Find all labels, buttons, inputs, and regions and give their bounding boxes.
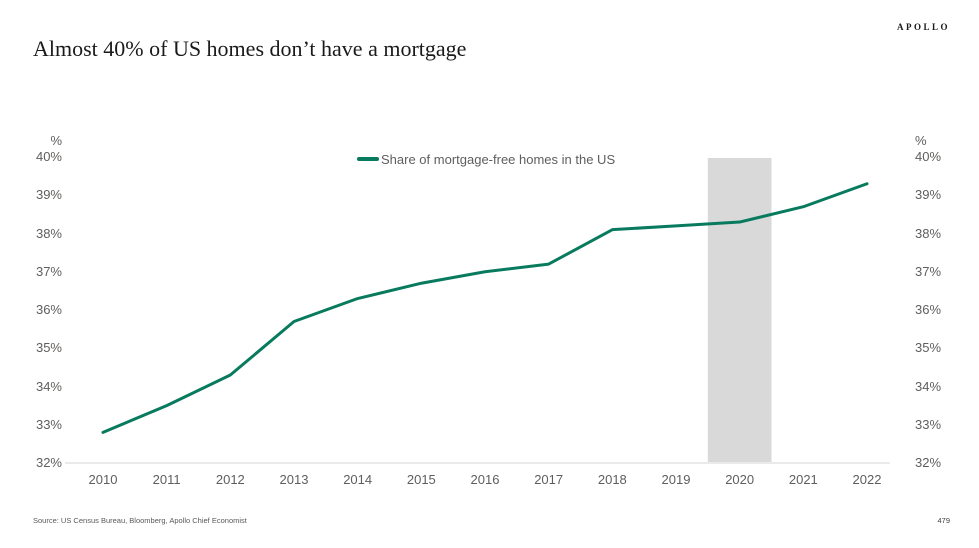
x-axis-tick-label: 2012 — [215, 472, 245, 487]
y-axis-tick-label: 40% — [35, 149, 62, 164]
page-number: 479 — [937, 516, 950, 525]
x-axis-tick-label: 2010 — [88, 472, 118, 487]
y-axis-tick-label: 32% — [35, 455, 62, 470]
y-axis-tick-label: 36% — [35, 302, 62, 317]
highlight-band — [707, 158, 772, 462]
y-axis-tick-label: 39% — [915, 187, 942, 203]
y-axis-tick-label: 33% — [35, 416, 62, 432]
legend-line-swatch — [357, 157, 379, 161]
legend-label: Share of mortgage-free homes in the US — [381, 151, 616, 167]
source-note: Source: US Census Bureau, Bloomberg, Apo… — [33, 516, 247, 525]
x-axis-tick-label: 2017 — [534, 472, 564, 487]
legend: Share of mortgage-free homes in the US — [357, 150, 615, 168]
x-axis-tick-label: 2011 — [152, 472, 181, 487]
x-axis-tick-label: 2015 — [406, 472, 436, 487]
y-axis-tick-label: 33% — [915, 416, 942, 432]
y-axis-tick-label: 34% — [915, 378, 942, 394]
y-axis-unit-label: % — [915, 133, 927, 148]
y-axis-tick-label: 39% — [35, 187, 62, 203]
y-axis-tick-label: 38% — [35, 225, 62, 241]
page-title: Almost 40% of US homes don’t have a mort… — [33, 36, 467, 61]
y-axis-tick-label: 35% — [915, 340, 942, 356]
y-axis-tick-label: 32% — [915, 455, 942, 470]
y-axis-tick-label: 37% — [915, 263, 942, 279]
x-axis-tick-label: 2016 — [470, 472, 500, 487]
y-axis-tick-label: 37% — [35, 263, 62, 279]
series-line — [101, 182, 869, 434]
y-axis-tick-label: 36% — [915, 302, 942, 317]
y-axis-tick-label: 35% — [35, 340, 62, 356]
y-axis-tick-label: 34% — [35, 378, 62, 394]
x-axis-tick-label: 2013 — [279, 472, 309, 487]
x-axis-tick-label: 2018 — [597, 472, 627, 487]
y-axis-unit-label: % — [50, 133, 62, 148]
apollo-logo: APOLLO — [896, 22, 950, 32]
x-axis-tick-label: 2014 — [343, 472, 373, 487]
x-axis-tick-label: 2019 — [661, 472, 691, 487]
y-axis-tick-label: 40% — [915, 149, 942, 164]
x-axis-tick-label: 2021 — [788, 472, 818, 487]
x-axis-tick-label: 2020 — [725, 472, 755, 487]
y-axis-tick-label: 38% — [915, 225, 942, 241]
x-axis-tick-label: 2022 — [852, 472, 882, 487]
